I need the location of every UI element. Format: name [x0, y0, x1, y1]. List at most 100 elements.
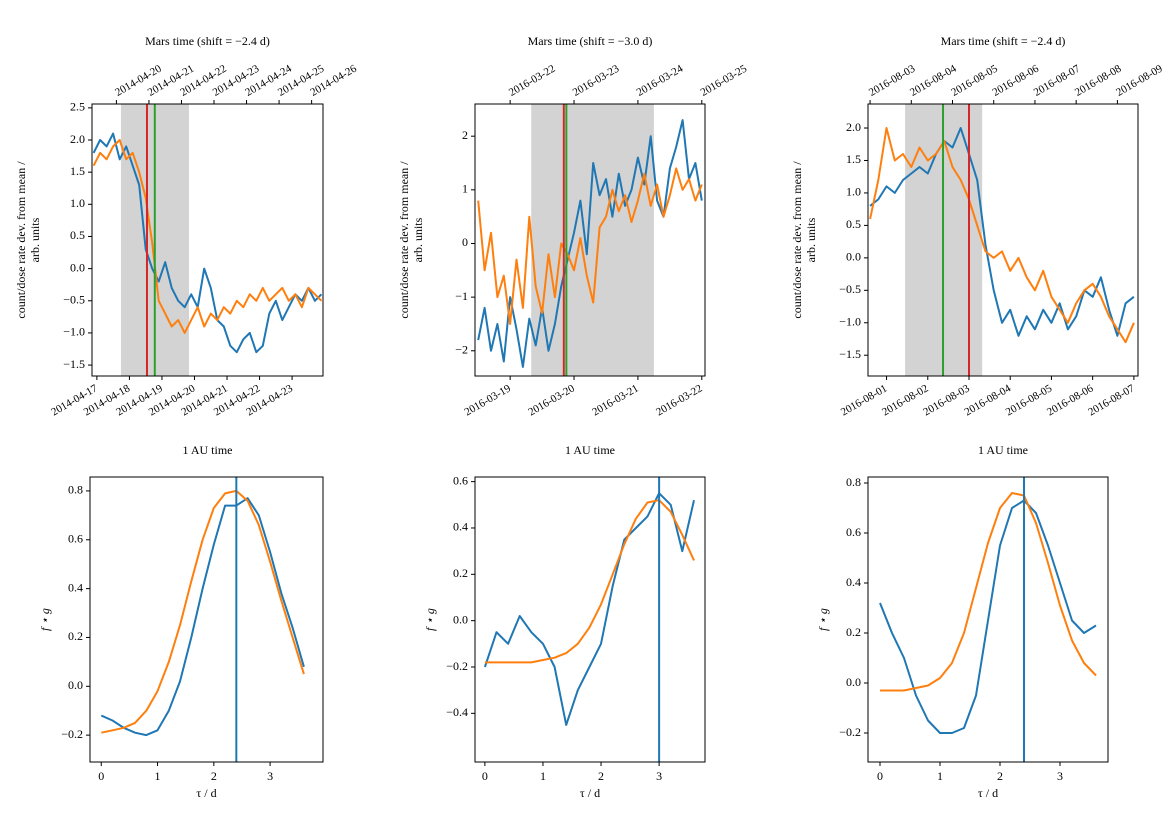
- x2-tick-label: 2016-03-23: [571, 62, 622, 98]
- y-tick-label: −1.5: [839, 347, 861, 361]
- y-tick-label: 0.6: [68, 532, 83, 546]
- y-tick-label: 1.0: [846, 185, 861, 199]
- axes-frame: [867, 103, 1139, 377]
- y-tick-label: −1.5: [63, 357, 85, 371]
- y-tick-label: 0.4: [846, 575, 861, 589]
- x-tick-label: 1: [155, 769, 161, 783]
- y-tick-label: 0.2: [846, 625, 861, 639]
- series-line: [869, 127, 1135, 337]
- axes-frame: [474, 476, 706, 763]
- y-tick-label: −1: [455, 289, 468, 303]
- x-axis-title: τ / d: [580, 786, 600, 800]
- x-tick-label: 2016-08-02: [880, 382, 930, 418]
- y-tick-label: 0.5: [846, 217, 861, 231]
- y-tick-label: 2.0: [846, 120, 861, 134]
- y-axis-title: f ⋆ g: [38, 608, 52, 631]
- x2-tick-label: 2016-03-24: [635, 62, 686, 98]
- y-tick-label: −1.0: [63, 325, 85, 339]
- y-tick-label: 0: [462, 235, 468, 249]
- x2-axis-title: Mars time (shift = −3.0 d): [528, 34, 653, 48]
- y-tick-label: 0.0: [68, 678, 83, 692]
- series-line: [101, 489, 305, 734]
- y-tick-label: 0.8: [846, 475, 861, 489]
- y-tick-label: −0.2: [839, 725, 861, 739]
- x-tick-label: 3: [267, 769, 273, 783]
- y-tick-label: −0.4: [446, 705, 468, 719]
- x-tick-label: 2: [997, 769, 1003, 783]
- x-tick-label: 2016-08-07: [1086, 382, 1137, 418]
- y-tick-label: 0.2: [453, 566, 468, 580]
- x2-axis-title: Mars time (shift = −2.4 d): [145, 34, 270, 48]
- y-tick-label: −0.5: [839, 282, 861, 296]
- y-tick-label: 1.5: [846, 152, 861, 166]
- y-axis-title: f ⋆ g: [423, 608, 437, 631]
- y-tick-label: 0.6: [453, 473, 468, 487]
- y-tick-label: −1.0: [839, 315, 861, 329]
- x-axis-title: 1 AU time: [565, 443, 615, 457]
- y-tick-label: −0.5: [63, 293, 85, 307]
- series-line: [100, 497, 305, 737]
- x-tick-label: 2016-08-01: [839, 382, 889, 418]
- x2-tick-label: 2016-08-09: [1114, 62, 1165, 98]
- x-axis-title: τ / d: [196, 786, 216, 800]
- shaded-span: [531, 104, 654, 376]
- x-tick-label: 0: [98, 769, 104, 783]
- y-tick-label: 0.4: [68, 580, 83, 594]
- series-line: [92, 132, 323, 354]
- y-tick-label: −2: [455, 343, 468, 357]
- series-line: [92, 139, 323, 334]
- x-axis-title: 1 AU time: [183, 443, 233, 457]
- axes-frame: [867, 476, 1109, 763]
- y-axis-title: count/dose rate dev. from mean /: [397, 161, 411, 319]
- axes-frame: [89, 476, 324, 763]
- y-axis-title: count/dose rate dev. from mean /: [14, 161, 28, 319]
- x-tick-label: 2016-03-19: [462, 382, 513, 418]
- x-tick-label: 1: [937, 769, 943, 783]
- x-tick-label: 2016-03-20: [526, 382, 577, 418]
- y-tick-label: 0.8: [68, 483, 83, 497]
- y-tick-label: 2.0: [70, 132, 85, 146]
- y-tick-label: 0.0: [453, 612, 468, 626]
- x2-tick-label: 2016-03-25: [699, 62, 750, 98]
- y-tick-label: 1.5: [70, 164, 85, 178]
- x-tick-label: 2016-03-21: [590, 382, 640, 418]
- y-axis-title: arb. units: [804, 217, 818, 262]
- y-tick-label: 0.4: [453, 520, 468, 534]
- series-line: [477, 167, 703, 325]
- y-tick-label: −0.2: [61, 727, 83, 741]
- x-tick-label: 0: [877, 769, 883, 783]
- series-line: [484, 499, 695, 664]
- x-axis-title: τ / d: [978, 786, 998, 800]
- y-tick-label: −0.2: [446, 659, 468, 673]
- x-axis-title: 1 AU time: [978, 443, 1028, 457]
- series-line: [880, 492, 1097, 692]
- x-tick-label: 2: [598, 769, 604, 783]
- x-tick-label: 2016-03-22: [654, 382, 704, 418]
- y-tick-label: 0.2: [68, 629, 83, 643]
- series-line: [879, 499, 1097, 734]
- y-tick-label: 2.5: [70, 100, 85, 114]
- series-line: [483, 492, 695, 726]
- y-tick-label: 1.0: [70, 196, 85, 210]
- y-axis-title: f ⋆ g: [816, 608, 830, 631]
- x-tick-label: 3: [656, 769, 662, 783]
- x-tick-label: 3: [1057, 769, 1063, 783]
- y-axis-title: arb. units: [411, 217, 425, 262]
- series-line: [477, 119, 703, 368]
- y-tick-label: 0.0: [846, 675, 861, 689]
- x-tick-label: 0: [482, 769, 488, 783]
- axes-frame: [474, 103, 706, 377]
- x-tick-label: 1: [540, 769, 546, 783]
- y-tick-label: 0.0: [846, 250, 861, 264]
- y-tick-label: 0.6: [846, 525, 861, 539]
- x2-tick-label: 2016-03-22: [507, 63, 557, 99]
- x2-axis-title: Mars time (shift = −2.4 d): [941, 34, 1066, 48]
- x-tick-label: 2: [211, 769, 217, 783]
- series-line: [869, 127, 1135, 344]
- y-tick-label: 0.5: [70, 228, 85, 242]
- y-tick-label: 2: [462, 128, 468, 142]
- y-tick-label: 0.0: [70, 260, 85, 274]
- y-tick-label: 1: [462, 182, 468, 196]
- axes-frame: [91, 103, 324, 377]
